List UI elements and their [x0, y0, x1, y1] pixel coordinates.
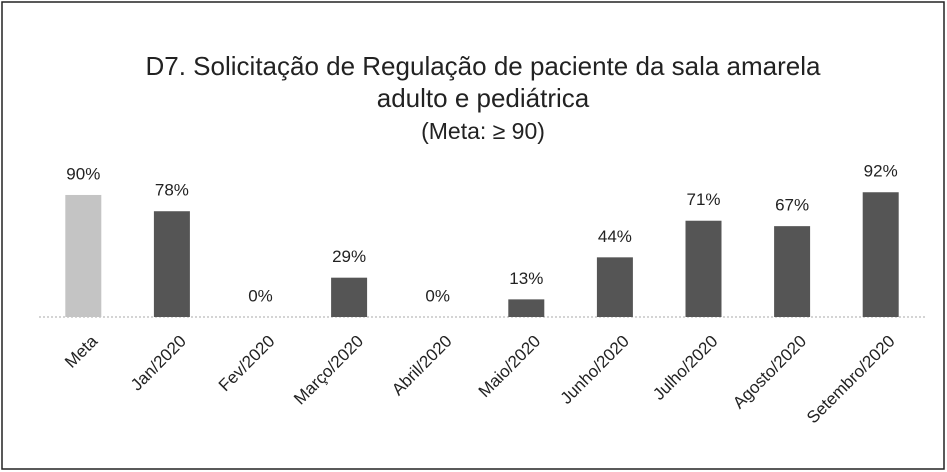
value-label: 29% — [332, 247, 366, 266]
value-label: 71% — [686, 190, 720, 209]
value-label: 67% — [775, 196, 809, 215]
bar — [596, 257, 633, 317]
value-label: 92% — [864, 162, 898, 181]
chart-title: D7. Solicitação de Regulação de paciente… — [146, 51, 822, 81]
value-label: 0% — [425, 286, 450, 305]
chart-subtitle: (Meta: ≥ 90) — [421, 118, 545, 144]
bar — [685, 220, 722, 317]
chart-title: adulto e pediátrica — [377, 83, 590, 113]
value-label: 44% — [598, 227, 632, 246]
value-label: 90% — [66, 164, 100, 183]
value-label: 0% — [248, 286, 273, 305]
bar — [331, 277, 368, 317]
bar — [774, 226, 811, 317]
bar — [153, 211, 190, 317]
bar — [862, 192, 899, 317]
value-label: 78% — [155, 181, 189, 200]
bar — [508, 299, 545, 317]
value-label: 13% — [509, 269, 543, 288]
bar — [65, 194, 102, 317]
